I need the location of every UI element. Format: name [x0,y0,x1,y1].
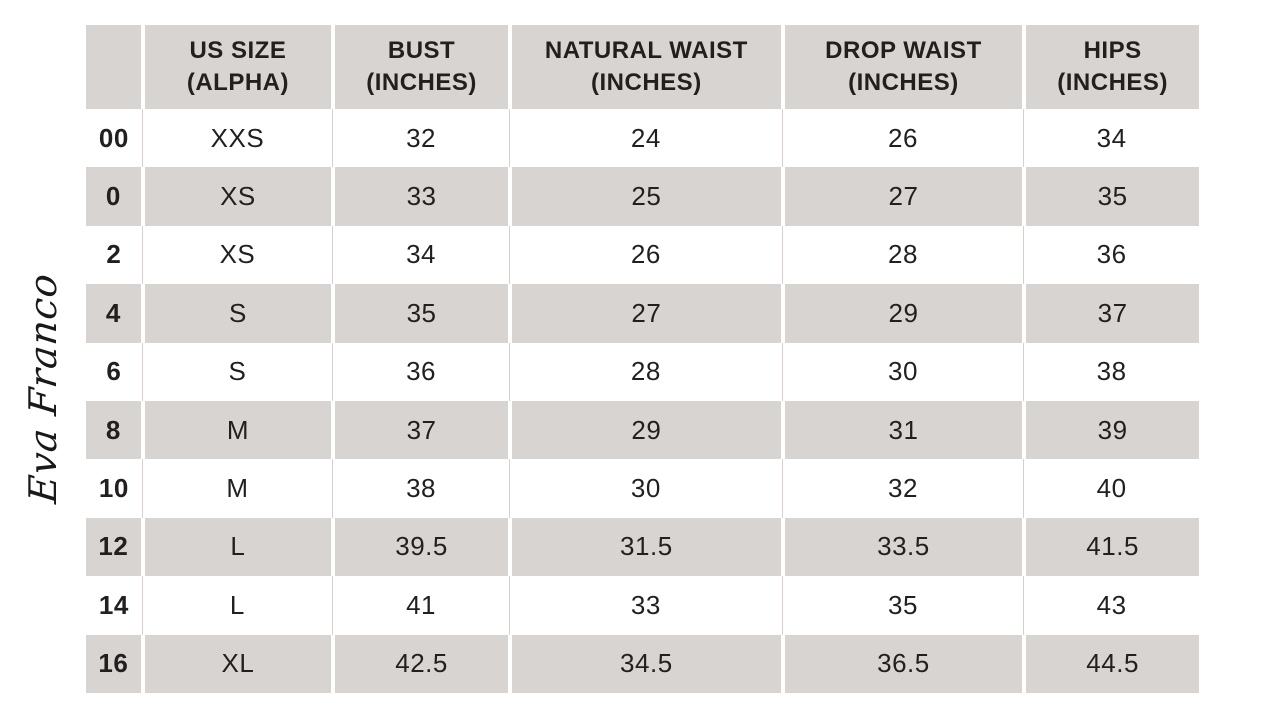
measurement-cell: 39.5 [333,517,511,577]
measurement-cell: 34 [1024,109,1199,168]
measurement-cell: 35 [782,576,1025,635]
us-size-numeric-cell: 00 [86,109,143,168]
measurement-cell: 44.5 [1024,634,1199,693]
measurement-cell: 28 [782,225,1025,285]
measurement-cell: 37 [333,400,511,460]
measurement-cell: 24 [510,109,783,168]
size-row-00: 00 XXS 32 24 26 34 [86,109,1199,168]
measurement-cell: S [142,342,334,401]
measurement-cell: 37 [1024,284,1199,343]
measurement-cell: 33.5 [782,517,1025,577]
header-cell-us-size-alpha: US SIZE (ALPHA) [142,25,334,109]
size-chart: US SIZE (ALPHA) BUST (INCHES) NATURAL WA… [86,25,1199,693]
size-row-16: 16 XL 42.5 34.5 36.5 44.5 [86,634,1199,693]
measurement-cell: M [142,400,334,460]
measurement-cell: 38 [1024,342,1199,401]
measurement-cell: 28 [510,342,783,401]
measurement-cell: 29 [510,400,783,460]
size-row-10: 10 M 38 30 32 40 [86,459,1199,518]
us-size-numeric-cell: 4 [86,284,143,343]
measurement-cell: 41.5 [1024,517,1199,577]
header-cell-blank [86,25,143,109]
us-size-numeric-cell: 12 [86,517,143,577]
measurement-cell: 25 [510,167,783,226]
size-chart-header: US SIZE (ALPHA) BUST (INCHES) NATURAL WA… [86,25,1199,109]
size-row-14: 14 L 41 33 35 43 [86,576,1199,635]
header-cell-natural-waist: NATURAL WAIST (INCHES) [510,25,783,109]
measurement-cell: S [142,284,334,343]
measurement-cell: 36.5 [782,634,1025,693]
measurement-cell: 33 [510,576,783,635]
brand-logo: Eva Franco [0,258,86,518]
measurement-cell: 35 [333,284,511,343]
measurement-cell: XS [142,225,334,285]
size-row-4: 4 S 35 27 29 37 [86,284,1199,343]
measurement-cell: 32 [333,109,511,168]
measurement-cell: XXS [142,109,334,168]
size-row-2: 2 XS 34 26 28 36 [86,225,1199,285]
header-cell-drop-waist: DROP WAIST (INCHES) [782,25,1025,109]
size-chart-body: 00 XXS 32 24 26 34 0 XS 33 25 27 35 2 XS 34 26 28 36 4 S 35 2… [86,109,1199,693]
measurement-cell: 29 [782,284,1025,343]
measurement-cell: M [142,459,334,518]
size-row-12: 12 L 39.5 31.5 33.5 41.5 [86,517,1199,577]
us-size-numeric-cell: 2 [86,225,143,285]
measurement-cell: 36 [333,342,511,401]
measurement-cell: 27 [782,167,1025,226]
measurement-cell: 34.5 [510,634,783,693]
us-size-numeric-cell: 8 [86,400,143,460]
measurement-cell: 34 [333,225,511,285]
size-chart-table: US SIZE (ALPHA) BUST (INCHES) NATURAL WA… [86,25,1199,693]
measurement-cell: L [142,576,334,635]
measurement-cell: 31 [782,400,1025,460]
measurement-cell: 42.5 [333,634,511,693]
us-size-numeric-cell: 6 [86,342,143,401]
measurement-cell: XS [142,167,334,226]
brand-logo-text: Eva Franco [21,270,65,506]
us-size-numeric-cell: 0 [86,167,143,226]
measurement-cell: 26 [782,109,1025,168]
measurement-cell: 30 [510,459,783,518]
measurement-cell: 41 [333,576,511,635]
measurement-cell: 39 [1024,400,1199,460]
measurement-cell: 26 [510,225,783,285]
measurement-cell: XL [142,634,334,693]
measurement-cell: 27 [510,284,783,343]
measurement-cell: 32 [782,459,1025,518]
us-size-numeric-cell: 16 [86,634,143,693]
size-row-0: 0 XS 33 25 27 35 [86,167,1199,226]
measurement-cell: L [142,517,334,577]
measurement-cell: 33 [333,167,511,226]
header-cell-hips: HIPS (INCHES) [1024,25,1199,109]
size-row-6: 6 S 36 28 30 38 [86,342,1199,401]
measurement-cell: 43 [1024,576,1199,635]
measurement-cell: 31.5 [510,517,783,577]
header-cell-bust: BUST (INCHES) [333,25,511,109]
measurement-cell: 30 [782,342,1025,401]
measurement-cell: 38 [333,459,511,518]
measurement-cell: 35 [1024,167,1199,226]
measurement-cell: 36 [1024,225,1199,285]
header-row: US SIZE (ALPHA) BUST (INCHES) NATURAL WA… [86,25,1199,109]
size-row-8: 8 M 37 29 31 39 [86,400,1199,460]
us-size-numeric-cell: 14 [86,576,143,635]
measurement-cell: 40 [1024,459,1199,518]
us-size-numeric-cell: 10 [86,459,143,518]
